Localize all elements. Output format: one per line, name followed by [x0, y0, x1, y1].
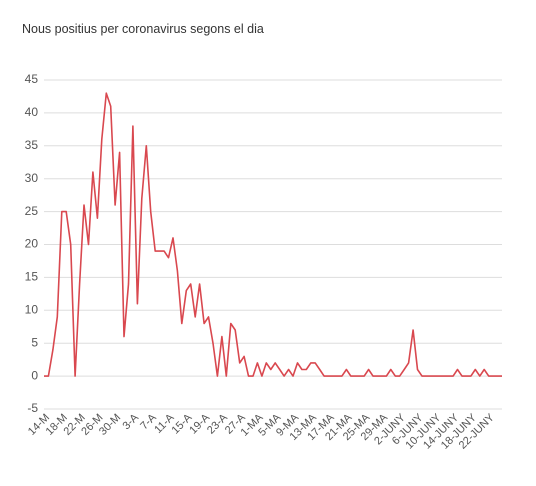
y-tick-label: 15 [25, 270, 39, 284]
x-tick-label: 3-A [120, 411, 141, 432]
series-layer [44, 92, 502, 377]
y-tick-label: 40 [25, 105, 39, 119]
x-axis-ticks: 14-M18-M22-M26-M30-M3-A7-A11-A15-A19-A23… [26, 411, 497, 452]
y-tick-label: 0 [31, 368, 38, 382]
y-tick-label: 5 [31, 335, 38, 349]
y-tick-label: 35 [25, 138, 39, 152]
y-tick-label: 30 [25, 171, 39, 185]
x-tick-label: 30-M [97, 412, 123, 438]
y-axis-ticks: -5 0 5 10 15 20 25 30 35 40 45 [25, 72, 39, 415]
y-tick-label: -5 [27, 401, 38, 415]
series-line [44, 92, 502, 377]
y-tick-label: 25 [25, 204, 39, 218]
chart-title: Nous positius per coronavirus segons el … [22, 22, 264, 36]
y-tick-label: 45 [25, 72, 39, 86]
gridlines [44, 79, 502, 410]
y-tick-label: 20 [25, 237, 39, 251]
y-tick-label: 10 [25, 302, 39, 316]
